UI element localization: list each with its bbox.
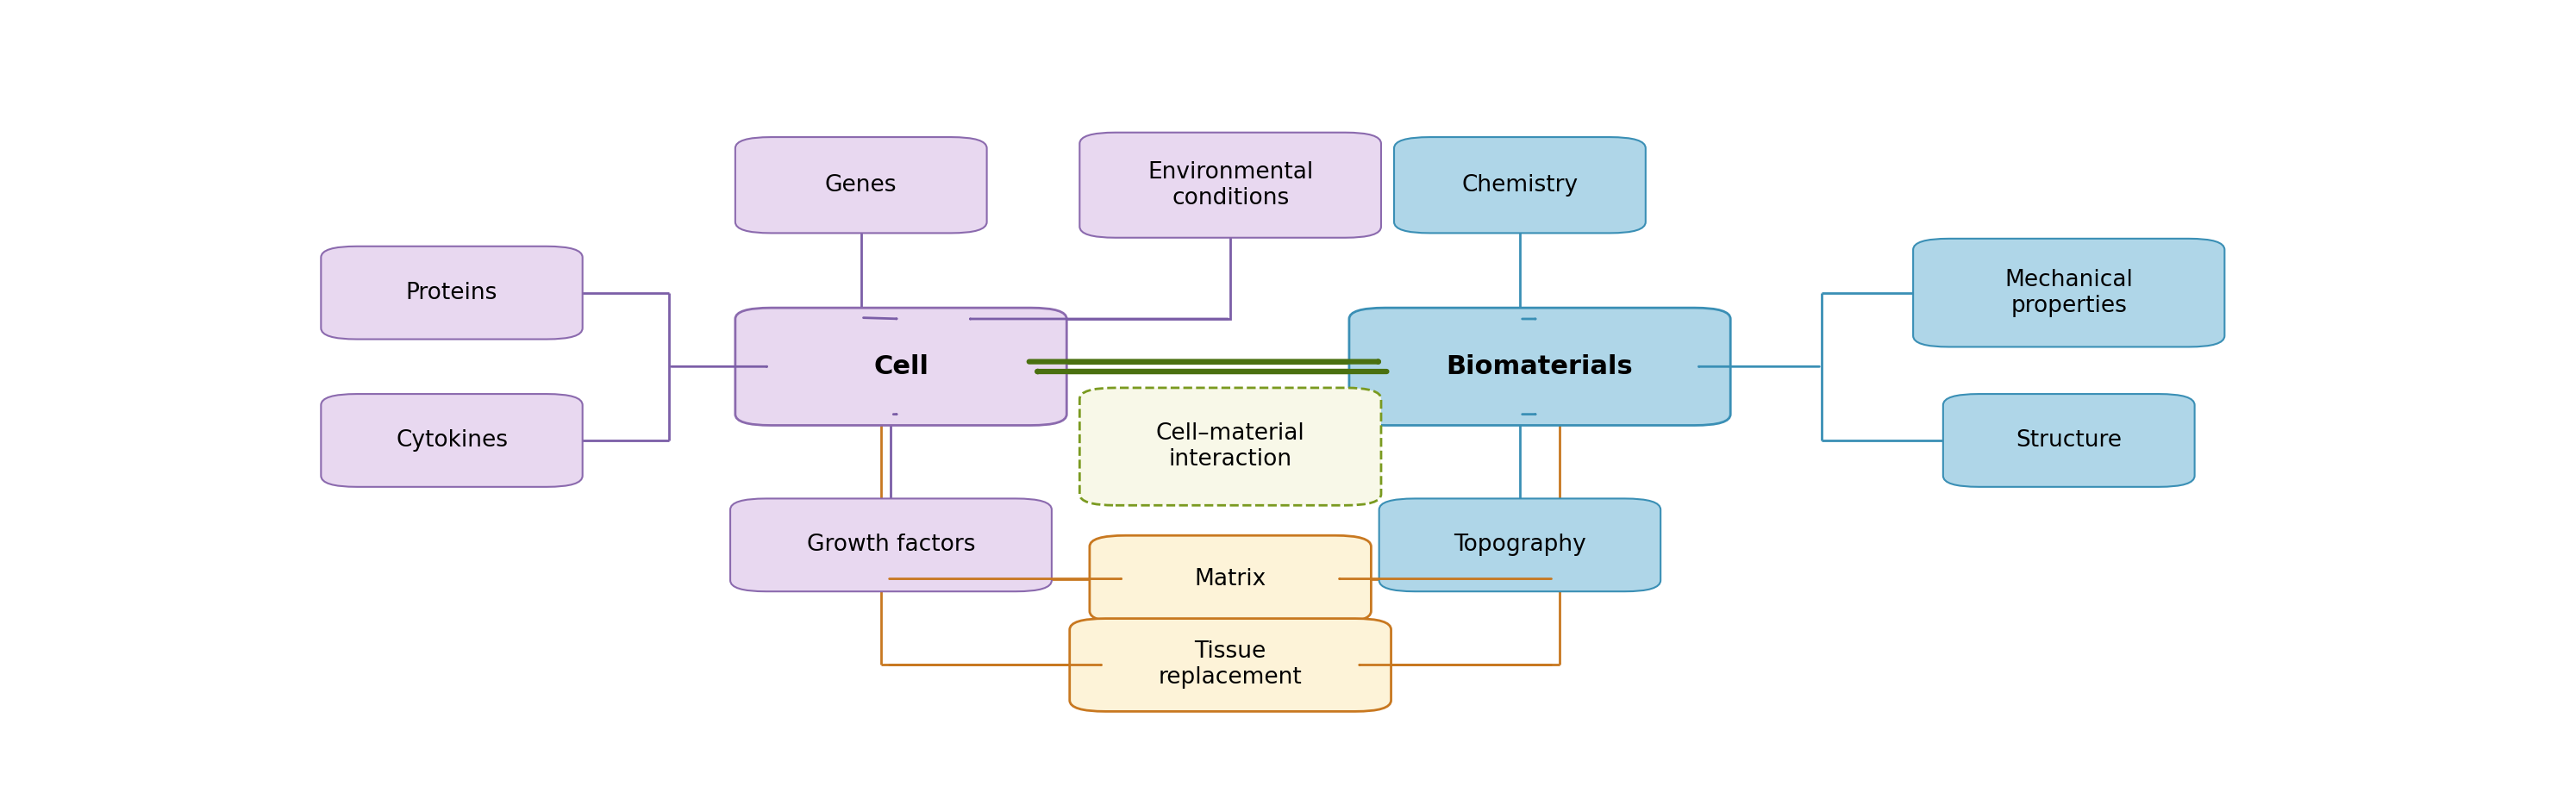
Text: Topography: Topography bbox=[1453, 534, 1587, 556]
FancyBboxPatch shape bbox=[1079, 133, 1381, 237]
FancyBboxPatch shape bbox=[1069, 618, 1391, 711]
FancyBboxPatch shape bbox=[322, 246, 582, 340]
Text: Environmental
conditions: Environmental conditions bbox=[1146, 161, 1314, 209]
FancyBboxPatch shape bbox=[729, 499, 1051, 591]
FancyBboxPatch shape bbox=[1942, 394, 2195, 487]
Text: Cell: Cell bbox=[873, 354, 927, 379]
Text: Mechanical
properties: Mechanical properties bbox=[2004, 268, 2133, 317]
FancyBboxPatch shape bbox=[734, 137, 987, 233]
FancyBboxPatch shape bbox=[734, 308, 1066, 425]
FancyBboxPatch shape bbox=[1090, 535, 1370, 622]
Text: Tissue
replacement: Tissue replacement bbox=[1159, 641, 1303, 689]
FancyBboxPatch shape bbox=[1079, 388, 1381, 505]
Text: Genes: Genes bbox=[824, 174, 896, 197]
Text: Chemistry: Chemistry bbox=[1461, 174, 1579, 197]
Text: Growth factors: Growth factors bbox=[806, 534, 976, 556]
Text: Cell–material
interaction: Cell–material interaction bbox=[1157, 423, 1306, 471]
FancyBboxPatch shape bbox=[322, 394, 582, 487]
Text: Matrix: Matrix bbox=[1195, 567, 1267, 590]
Text: Proteins: Proteins bbox=[407, 281, 497, 304]
Text: Biomaterials: Biomaterials bbox=[1445, 354, 1633, 379]
FancyBboxPatch shape bbox=[1350, 308, 1731, 425]
FancyBboxPatch shape bbox=[1394, 137, 1646, 233]
Text: Cytokines: Cytokines bbox=[397, 429, 507, 451]
FancyBboxPatch shape bbox=[1914, 239, 2226, 347]
FancyBboxPatch shape bbox=[1378, 499, 1662, 591]
Text: Structure: Structure bbox=[2017, 429, 2123, 451]
